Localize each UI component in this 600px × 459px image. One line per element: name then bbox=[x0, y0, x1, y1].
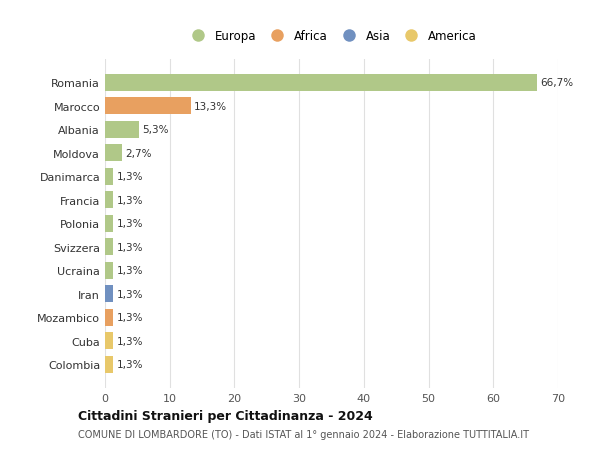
Text: 1,3%: 1,3% bbox=[116, 266, 143, 276]
Bar bbox=[105, 239, 113, 256]
Text: 1,3%: 1,3% bbox=[116, 359, 143, 369]
Text: 1,3%: 1,3% bbox=[116, 242, 143, 252]
Bar bbox=[105, 333, 113, 349]
Legend: Europa, Africa, Asia, America: Europa, Africa, Asia, America bbox=[183, 26, 480, 46]
Bar bbox=[105, 75, 536, 91]
Text: 1,3%: 1,3% bbox=[116, 336, 143, 346]
Text: 1,3%: 1,3% bbox=[116, 289, 143, 299]
Bar bbox=[105, 356, 113, 373]
Bar bbox=[105, 98, 191, 115]
Bar bbox=[105, 192, 113, 209]
Bar bbox=[105, 168, 113, 185]
Text: Cittadini Stranieri per Cittadinanza - 2024: Cittadini Stranieri per Cittadinanza - 2… bbox=[78, 409, 373, 422]
Text: 13,3%: 13,3% bbox=[194, 101, 227, 112]
Text: 5,3%: 5,3% bbox=[143, 125, 169, 135]
Text: 1,3%: 1,3% bbox=[116, 313, 143, 323]
Text: 1,3%: 1,3% bbox=[116, 172, 143, 182]
Bar bbox=[105, 122, 139, 138]
Text: 2,7%: 2,7% bbox=[126, 148, 152, 158]
Bar bbox=[105, 145, 122, 162]
Bar bbox=[105, 309, 113, 326]
Text: 1,3%: 1,3% bbox=[116, 196, 143, 205]
Bar bbox=[105, 215, 113, 232]
Text: COMUNE DI LOMBARDORE (TO) - Dati ISTAT al 1° gennaio 2024 - Elaborazione TUTTITA: COMUNE DI LOMBARDORE (TO) - Dati ISTAT a… bbox=[78, 429, 529, 439]
Text: 1,3%: 1,3% bbox=[116, 219, 143, 229]
Bar bbox=[105, 262, 113, 279]
Bar bbox=[105, 285, 113, 302]
Text: 66,7%: 66,7% bbox=[540, 78, 573, 88]
